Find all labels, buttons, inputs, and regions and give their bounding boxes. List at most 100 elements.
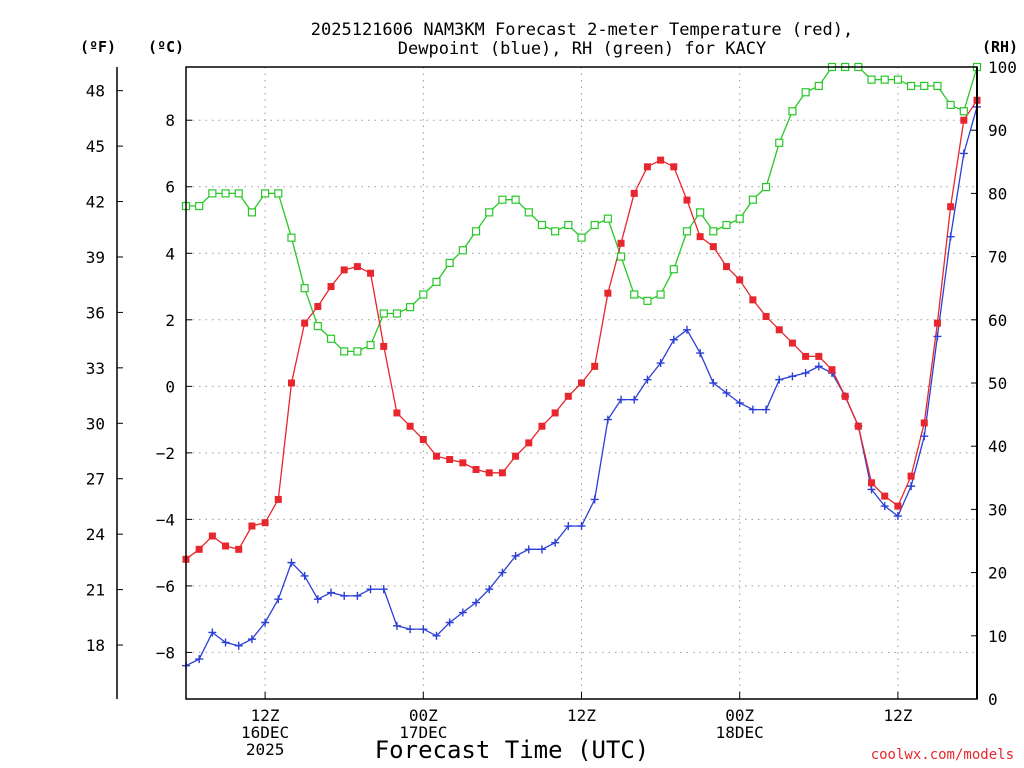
fahrenheit-tick-label: 45	[86, 137, 105, 156]
dewpoint-point	[709, 379, 718, 387]
rh-tick-label: 20	[988, 564, 1007, 583]
dewpoint-point	[419, 625, 428, 634]
rh-point	[498, 195, 507, 204]
dewpoint-point	[485, 585, 494, 594]
rh-point	[471, 227, 481, 236]
rh-point	[577, 233, 586, 242]
2-meter-temperature-point	[274, 495, 282, 503]
dewpoint-point	[287, 558, 296, 567]
2-meter-temperature-point	[815, 352, 823, 360]
2-meter-temperature-point	[894, 502, 902, 510]
2-meter-temperature-point	[670, 163, 678, 171]
rh-point	[801, 88, 810, 97]
dewpoint-point	[234, 641, 243, 650]
dewpoint-point	[274, 595, 283, 604]
dewpoint-point	[524, 545, 533, 554]
2-meter-temperature-point	[327, 283, 335, 291]
time-tick-label: 00Z	[725, 706, 754, 725]
rh-point	[814, 81, 823, 91]
rh-point	[445, 258, 454, 268]
rh-point	[551, 227, 560, 236]
dewpoint-point	[498, 568, 507, 577]
dewpoint-point	[577, 522, 586, 531]
dewpoint-point	[472, 598, 481, 607]
2-meter-temperature-point	[314, 302, 322, 310]
dewpoint-point	[617, 395, 626, 404]
2-meter-temperature-point	[222, 542, 230, 550]
rh-point	[880, 75, 889, 84]
rh-tick-label: 10	[988, 627, 1007, 646]
rh-point	[485, 208, 494, 217]
2-meter-temperature-point	[419, 436, 427, 444]
rh-point	[920, 81, 929, 91]
dewpoint-point	[379, 585, 388, 594]
time-tick-label: 12Z	[567, 706, 596, 725]
fahrenheit-tick-label: 36	[86, 303, 105, 322]
2-meter-temperature-point	[472, 465, 480, 473]
dewpoint-point	[247, 635, 256, 644]
axis-ticks	[117, 66, 977, 700]
fahrenheit-tick-label: 27	[86, 470, 105, 489]
dewpoint-point	[300, 571, 309, 580]
2-meter-temperature-point	[736, 276, 744, 284]
2-meter-temperature-point	[657, 156, 665, 164]
dewpoint-point	[313, 595, 322, 604]
celsius-tick-label: 2	[165, 311, 175, 330]
x-axis-title: Forecast Time (UTC)	[375, 736, 650, 764]
2-meter-temperature-point	[446, 456, 454, 464]
rh-point	[524, 208, 533, 217]
dewpoint-point	[682, 325, 691, 334]
chart-title-line1: 2025121606 NAM3KM Forecast 2-meter Tempe…	[311, 20, 853, 40]
dewpoint-point	[735, 398, 744, 407]
dewpoint-point	[195, 655, 204, 664]
dewpoint-point	[221, 638, 230, 647]
2-meter-temperature-point	[301, 319, 309, 327]
2-meter-temperature-point	[960, 116, 968, 124]
rh-point	[208, 189, 217, 198]
2-meter-temperature-point	[841, 392, 849, 400]
rh-tick-label: 0	[988, 690, 998, 709]
rh-point	[933, 81, 942, 91]
rh-point	[564, 220, 573, 230]
celsius-tick-label: 4	[165, 244, 175, 263]
dewpoint-point	[748, 405, 757, 414]
dewpoint-point	[208, 628, 217, 637]
2-meter-temperature-point	[235, 545, 243, 553]
dewpoint-point	[630, 395, 639, 404]
2-meter-temperature-point	[828, 366, 836, 374]
series-markers	[181, 62, 982, 670]
rh-point	[669, 265, 678, 274]
2-meter-temperature-point	[498, 469, 506, 477]
rh-point	[419, 290, 428, 299]
2-meter-temperature-point	[604, 289, 612, 297]
2-meter-temperature-point	[353, 263, 361, 271]
rh-point	[261, 189, 270, 198]
rh-tick-label: 100	[988, 58, 1017, 77]
celsius-tick-label: −4	[156, 510, 175, 529]
dewpoint-point	[762, 405, 771, 414]
2-meter-temperature-point	[775, 326, 783, 334]
2-meter-temperature-point	[564, 392, 572, 400]
rh-point	[906, 81, 916, 91]
2-meter-temperature-point	[591, 362, 599, 370]
rh-point	[867, 75, 876, 84]
2-meter-temperature-point	[762, 312, 770, 320]
dewpoint-point	[880, 502, 889, 511]
rh-point	[366, 340, 375, 350]
rh-point	[775, 138, 784, 147]
rh-point	[340, 347, 349, 356]
time-tick-label: 12Z	[883, 706, 912, 725]
rh-point	[682, 227, 692, 236]
dewpoint-point	[867, 485, 876, 494]
dewpoint-point	[590, 495, 599, 504]
2-meter-temperature-point	[920, 419, 928, 427]
fahrenheit-tick-label: 33	[86, 359, 105, 378]
rh-point	[432, 277, 441, 286]
2-meter-temperature-point	[380, 342, 388, 350]
2-meter-temperature-point	[340, 266, 348, 274]
rh-point	[748, 195, 757, 204]
chart-title-line2: Dewpoint (blue), RH (green) for KACY	[398, 39, 766, 59]
celsius-unit-label: (ºC)	[148, 38, 184, 56]
